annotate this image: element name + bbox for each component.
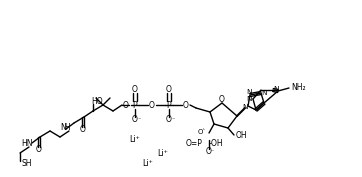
Text: -OH: -OH	[209, 138, 224, 147]
Text: N: N	[60, 122, 66, 132]
Text: O: O	[132, 116, 138, 124]
Text: HO: HO	[91, 98, 103, 107]
Text: NH₂: NH₂	[291, 84, 306, 93]
Text: OH: OH	[236, 132, 248, 141]
Text: P: P	[167, 101, 171, 110]
Text: O: O	[206, 147, 212, 156]
Text: O: O	[36, 145, 42, 155]
Text: N: N	[242, 104, 248, 110]
Text: O=P: O=P	[185, 138, 202, 147]
Text: O: O	[166, 116, 172, 124]
Text: O: O	[123, 101, 129, 110]
Text: O: O	[80, 125, 86, 135]
Text: O: O	[166, 85, 172, 95]
Text: O: O	[149, 101, 155, 110]
Text: N: N	[261, 90, 267, 96]
Text: O: O	[183, 101, 189, 110]
Text: Li⁺: Li⁺	[143, 158, 153, 167]
Text: ⁻: ⁻	[210, 150, 214, 156]
Text: Li⁺: Li⁺	[130, 136, 140, 144]
Text: N: N	[246, 96, 252, 102]
Text: ⁻: ⁻	[171, 118, 174, 124]
Text: O`: O`	[198, 129, 207, 135]
Text: P: P	[133, 101, 137, 110]
Text: O: O	[219, 96, 225, 104]
Text: Li⁺: Li⁺	[157, 149, 168, 158]
Text: N: N	[273, 86, 279, 92]
Text: N: N	[246, 89, 252, 95]
Text: H: H	[64, 122, 70, 132]
Text: O: O	[132, 85, 138, 95]
Text: HN: HN	[21, 138, 33, 147]
Text: ⁻: ⁻	[137, 118, 140, 124]
Text: SH: SH	[22, 158, 33, 167]
